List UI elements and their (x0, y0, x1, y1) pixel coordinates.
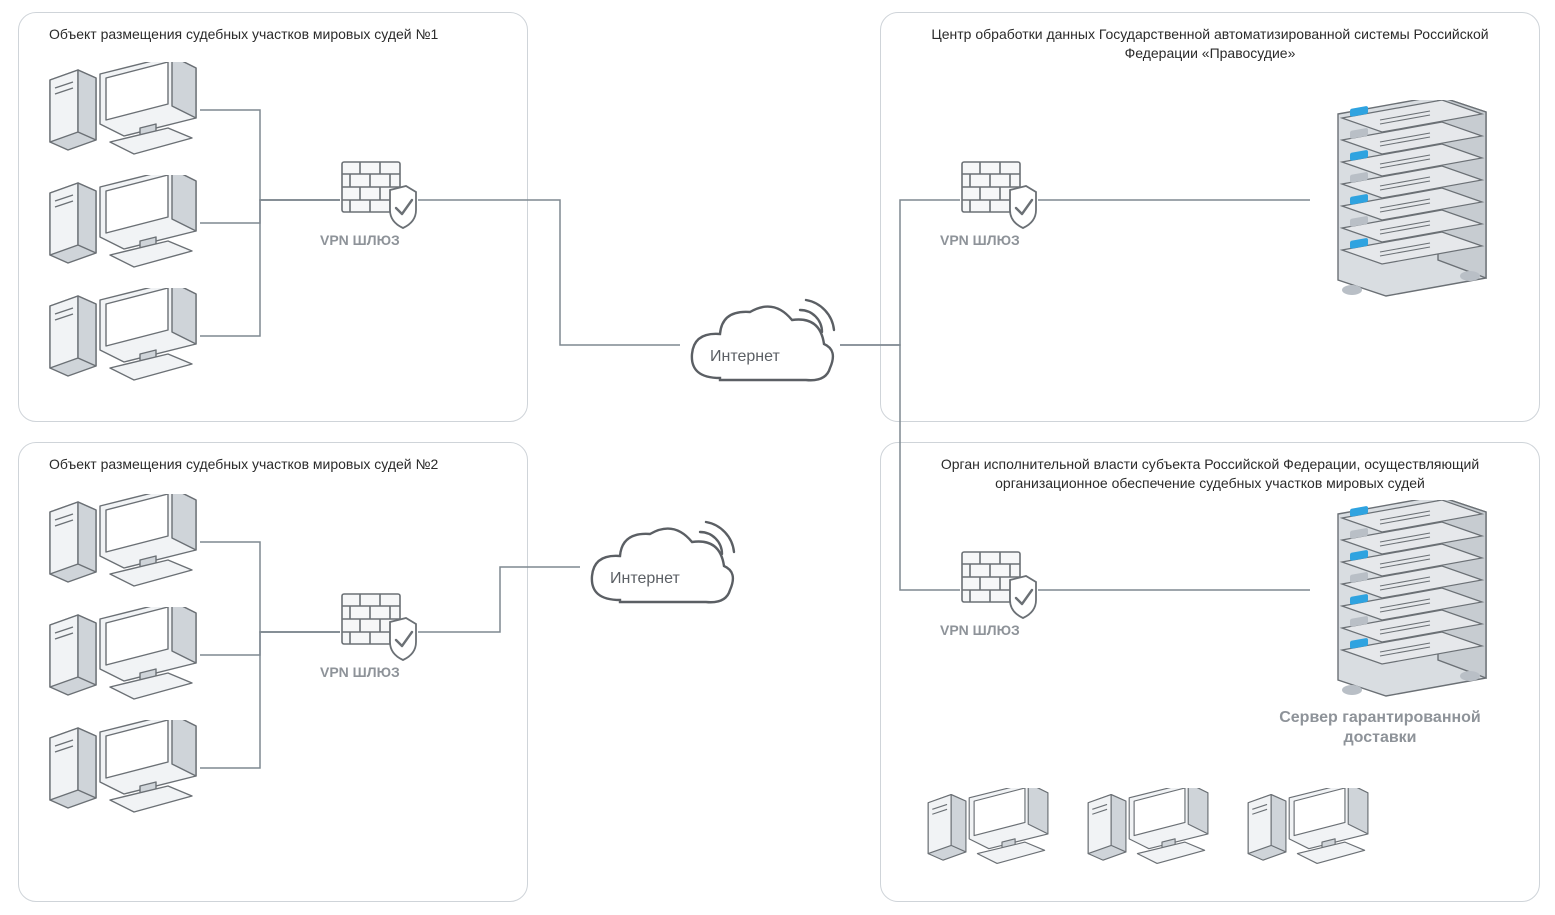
workstation-icon (920, 788, 1051, 870)
firewall-icon (960, 160, 1038, 230)
workstation-icon (1240, 788, 1371, 870)
cloud-icon (680, 288, 840, 408)
panel-site2-title: Объект размещения судебных участков миро… (49, 455, 497, 474)
firewall-icon (340, 592, 418, 662)
cloud-icon (580, 510, 740, 630)
diagram-canvas: Объект размещения судебных участков миро… (0, 0, 1555, 915)
panel-authority-title: Орган исполнительной власти субъекта Рос… (911, 455, 1509, 493)
workstation-icon (40, 494, 200, 594)
server-rack-icon (1310, 100, 1510, 310)
firewall-icon (960, 550, 1038, 620)
workstation-icon (1080, 788, 1211, 870)
vpn-gateway-site2-label: VPN ШЛЮЗ (320, 664, 400, 680)
workstation-icon (40, 62, 200, 162)
firewall-icon (340, 160, 418, 230)
vpn-gateway-authority-label: VPN ШЛЮЗ (940, 622, 1020, 638)
vpn-gateway-dc-label: VPN ШЛЮЗ (940, 232, 1020, 248)
workstation-icon (40, 175, 200, 275)
vpn-gateway-site1-label: VPN ШЛЮЗ (320, 232, 400, 248)
workstation-icon (40, 288, 200, 388)
server-rack-icon (1310, 500, 1510, 710)
panel-datacenter-title: Центр обработки данных Государственной а… (911, 25, 1509, 63)
workstation-icon (40, 720, 200, 820)
server-caption: Сервер гарантированной доставки (1250, 708, 1510, 748)
panel-site1-title: Объект размещения судебных участков миро… (49, 25, 497, 44)
workstation-icon (40, 607, 200, 707)
